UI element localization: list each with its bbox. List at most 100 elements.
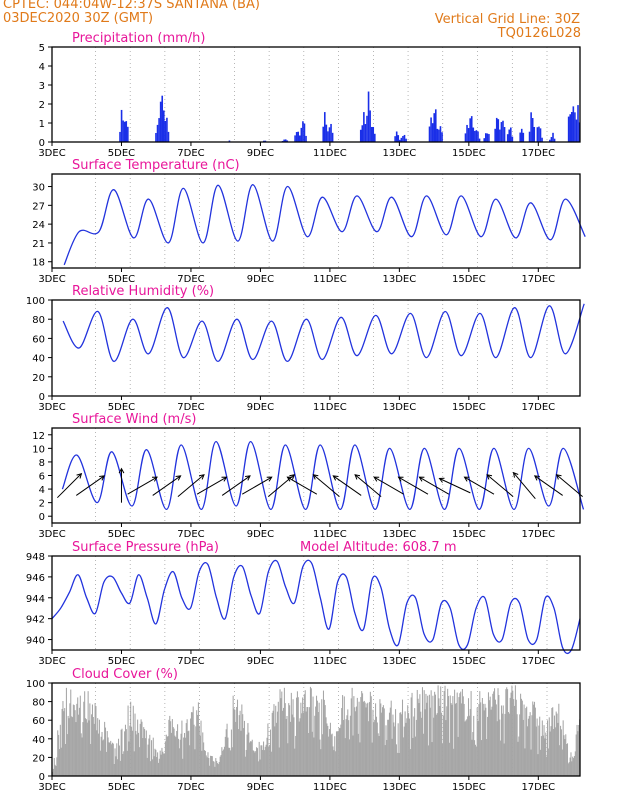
cloud-bar: [288, 703, 290, 776]
cloud-bar: [448, 742, 450, 776]
x-tick-label: 9DEC: [247, 148, 274, 159]
cloud-bar: [152, 737, 154, 776]
x-tick-label: 13DEC: [383, 402, 417, 413]
cloud-bar: [531, 715, 533, 776]
cloud-bar: [248, 732, 250, 776]
precip-bar: [330, 123, 332, 142]
cloud-bar: [268, 746, 270, 776]
cloud-bar: [316, 700, 318, 776]
y-tick-label: 24: [32, 220, 45, 231]
precip-bar: [495, 117, 498, 142]
cloud-bar: [111, 742, 113, 776]
cloud-bar: [456, 692, 458, 776]
precip-bar: [497, 119, 500, 142]
panel-title: Surface Wind (m/s): [72, 412, 196, 427]
cloud-bar: [562, 720, 564, 776]
cloud-bar: [446, 706, 448, 776]
y-tick-label: 6: [39, 472, 45, 483]
cloud-bar: [178, 748, 180, 776]
cloud-bar: [453, 748, 455, 776]
cloud-bar: [223, 746, 225, 776]
cloud-bar: [479, 691, 481, 776]
cloud-bar: [280, 698, 282, 776]
cloud-bar: [250, 741, 252, 776]
cloud-bar: [388, 712, 390, 776]
wind-arrow-shaft: [75, 475, 105, 496]
precip-bar: [549, 139, 551, 142]
cloud-bar: [346, 715, 348, 776]
cloud-bar: [295, 735, 297, 776]
cloud-bar: [209, 765, 211, 776]
cloud-bar: [167, 736, 169, 776]
wind-arrow-head: [245, 475, 251, 481]
cloud-bar: [314, 715, 316, 776]
wind-speed-line: [61, 440, 585, 511]
cloud-bar: [91, 714, 93, 776]
cloud-bar: [541, 720, 543, 776]
cloud-bar: [88, 720, 90, 776]
wind-arrow-shaft: [241, 476, 272, 495]
cloud-bar: [188, 730, 190, 776]
x-tick-label: 3DEC: [38, 402, 65, 413]
cloud-bar: [344, 738, 346, 776]
cloud-bar: [487, 692, 489, 776]
cloud-bar: [497, 688, 499, 776]
cloud-bar: [502, 705, 504, 776]
precip-bar: [434, 109, 437, 142]
cloud-bar: [423, 690, 425, 776]
cloud-bar: [425, 693, 427, 776]
cloud-bar: [242, 714, 244, 776]
cloud-bar: [299, 718, 301, 776]
x-tick-label: 3DEC: [38, 274, 65, 285]
cloud-bar: [462, 696, 464, 776]
cloud-bar: [576, 724, 578, 776]
x-tick-label: 9DEC: [247, 782, 274, 793]
cloud-bar: [373, 722, 375, 776]
cloud-bar: [125, 729, 127, 776]
wind-arrow-shaft: [373, 476, 404, 495]
wind-arrow-shaft: [221, 475, 251, 496]
cloud-bar: [261, 745, 263, 776]
cloud-bar: [510, 692, 512, 776]
cloud-bar: [189, 745, 191, 776]
cloud-bar: [372, 709, 374, 776]
cloud-bar: [90, 743, 92, 776]
cloud-bar: [291, 714, 293, 776]
cloud-bar: [348, 720, 350, 776]
cloud-bar: [197, 714, 199, 776]
cloud-bar: [139, 723, 141, 776]
cloud-bar: [554, 727, 556, 776]
cloud-bar: [282, 710, 284, 776]
cloud-bar: [483, 710, 485, 776]
y-tick-label: 2: [39, 100, 45, 111]
precip-bar: [506, 134, 509, 142]
cloud-bar: [553, 728, 555, 776]
cloud-bar: [56, 757, 58, 776]
precip-bar: [328, 127, 331, 142]
cloud-bar: [389, 707, 391, 776]
cloud-bar: [137, 719, 139, 776]
cloud-bar: [357, 733, 359, 776]
precip-bar: [303, 123, 306, 142]
cloud-bar: [241, 704, 243, 776]
cloud-bar: [227, 737, 229, 776]
cloud-bar: [478, 704, 480, 776]
cloud-bar: [72, 704, 74, 776]
cloud-bar: [399, 712, 401, 776]
cloud-bar: [461, 703, 463, 776]
cloud-bar: [104, 727, 107, 776]
y-tick-label: 5: [39, 43, 45, 54]
cloud-bar: [327, 725, 329, 776]
precip-bar: [477, 131, 479, 142]
cloud-bar: [539, 716, 541, 776]
precip-bar: [325, 124, 328, 142]
precip-bar: [530, 112, 532, 142]
cloud-bar: [266, 737, 268, 776]
cloud-bar: [243, 728, 245, 776]
precip-bar: [541, 137, 543, 142]
cloud-bar: [183, 737, 185, 776]
cloud-bar: [575, 734, 577, 776]
precip-bar: [302, 121, 304, 142]
precip-bar: [369, 110, 371, 142]
